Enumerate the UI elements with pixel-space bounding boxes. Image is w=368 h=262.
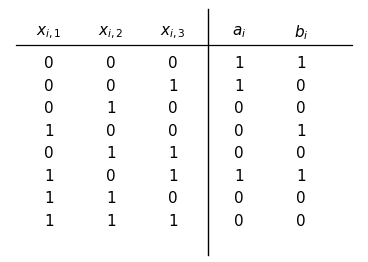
Text: $b_i$: $b_i$	[294, 23, 308, 42]
Text: 0: 0	[168, 101, 178, 116]
Text: 0: 0	[106, 124, 116, 139]
Text: 0: 0	[106, 56, 116, 71]
Text: 1: 1	[106, 146, 116, 161]
Text: 0: 0	[234, 214, 244, 229]
Text: 1: 1	[168, 79, 178, 94]
Text: 0: 0	[296, 214, 306, 229]
Text: 0: 0	[234, 124, 244, 139]
Text: 1: 1	[296, 169, 306, 184]
Text: 1: 1	[296, 124, 306, 139]
Text: $x_{i,3}$: $x_{i,3}$	[160, 24, 186, 41]
Text: 1: 1	[106, 214, 116, 229]
Text: 0: 0	[168, 56, 178, 71]
Text: 0: 0	[168, 192, 178, 206]
Text: 1: 1	[234, 79, 244, 94]
Text: 0: 0	[296, 79, 306, 94]
Text: 1: 1	[44, 169, 54, 184]
Text: 0: 0	[234, 146, 244, 161]
Text: 0: 0	[106, 79, 116, 94]
Text: 1: 1	[234, 169, 244, 184]
Text: 1: 1	[168, 169, 178, 184]
Text: 1: 1	[44, 214, 54, 229]
Text: $x_{i,1}$: $x_{i,1}$	[36, 24, 62, 41]
Text: 0: 0	[44, 146, 54, 161]
Text: 0: 0	[234, 192, 244, 206]
Text: 1: 1	[168, 214, 178, 229]
Text: 1: 1	[106, 101, 116, 116]
Text: 1: 1	[44, 124, 54, 139]
Text: 0: 0	[296, 146, 306, 161]
Text: 1: 1	[106, 192, 116, 206]
Text: 0: 0	[296, 101, 306, 116]
Text: 1: 1	[296, 56, 306, 71]
Text: 0: 0	[296, 192, 306, 206]
Text: 0: 0	[106, 169, 116, 184]
Text: 1: 1	[168, 146, 178, 161]
Text: $a_i$: $a_i$	[232, 25, 246, 40]
Text: 1: 1	[234, 56, 244, 71]
Text: 0: 0	[168, 124, 178, 139]
Text: 0: 0	[44, 56, 54, 71]
Text: 0: 0	[234, 101, 244, 116]
Text: 0: 0	[44, 79, 54, 94]
Text: $x_{i,2}$: $x_{i,2}$	[98, 24, 124, 41]
Text: 1: 1	[44, 192, 54, 206]
Text: 0: 0	[44, 101, 54, 116]
